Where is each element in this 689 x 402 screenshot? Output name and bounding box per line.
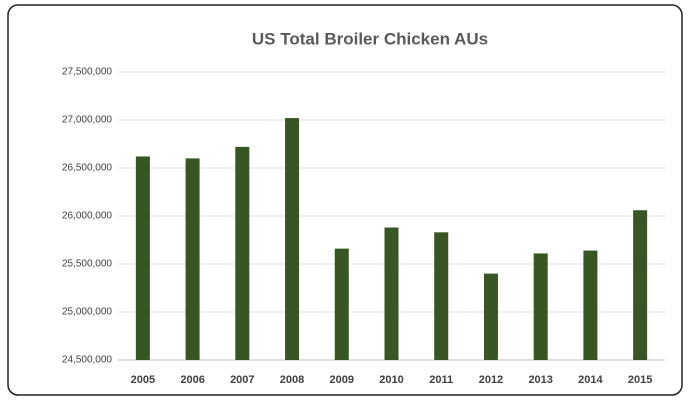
x-tick-label: 2010 [379,374,403,386]
bar [633,210,648,360]
y-tick-label: 27,000,000 [62,115,112,126]
y-tick-label: 24,500,000 [62,355,112,366]
x-tick-label: 2008 [280,374,304,386]
x-tick-label: 2013 [528,374,552,386]
y-tick-label: 26,000,000 [62,211,112,222]
chart-title: US Total Broiler Chicken AUs [252,29,488,48]
x-tick-label: 2005 [131,374,155,386]
y-tick-label: 26,500,000 [62,163,112,174]
bar [334,248,349,360]
bar [583,250,598,360]
x-tick-label: 2007 [230,374,254,386]
bar [533,253,548,360]
chart-frame [7,4,683,396]
bar [235,146,250,360]
bar [434,232,449,360]
x-tick-label: 2012 [479,374,503,386]
bar [384,227,399,360]
y-tick-label: 25,500,000 [62,259,112,270]
x-tick-label: 2015 [628,374,652,386]
bar [185,158,200,360]
bar [483,273,498,360]
x-tick-label: 2011 [429,374,453,386]
x-tick-label: 2009 [330,374,354,386]
bar [285,118,300,360]
y-tick-label: 27,500,000 [62,67,112,78]
y-tick-label: 25,000,000 [62,307,112,318]
bar [135,156,150,360]
x-tick-label: 2014 [578,374,603,386]
x-tick-label: 2006 [180,374,204,386]
